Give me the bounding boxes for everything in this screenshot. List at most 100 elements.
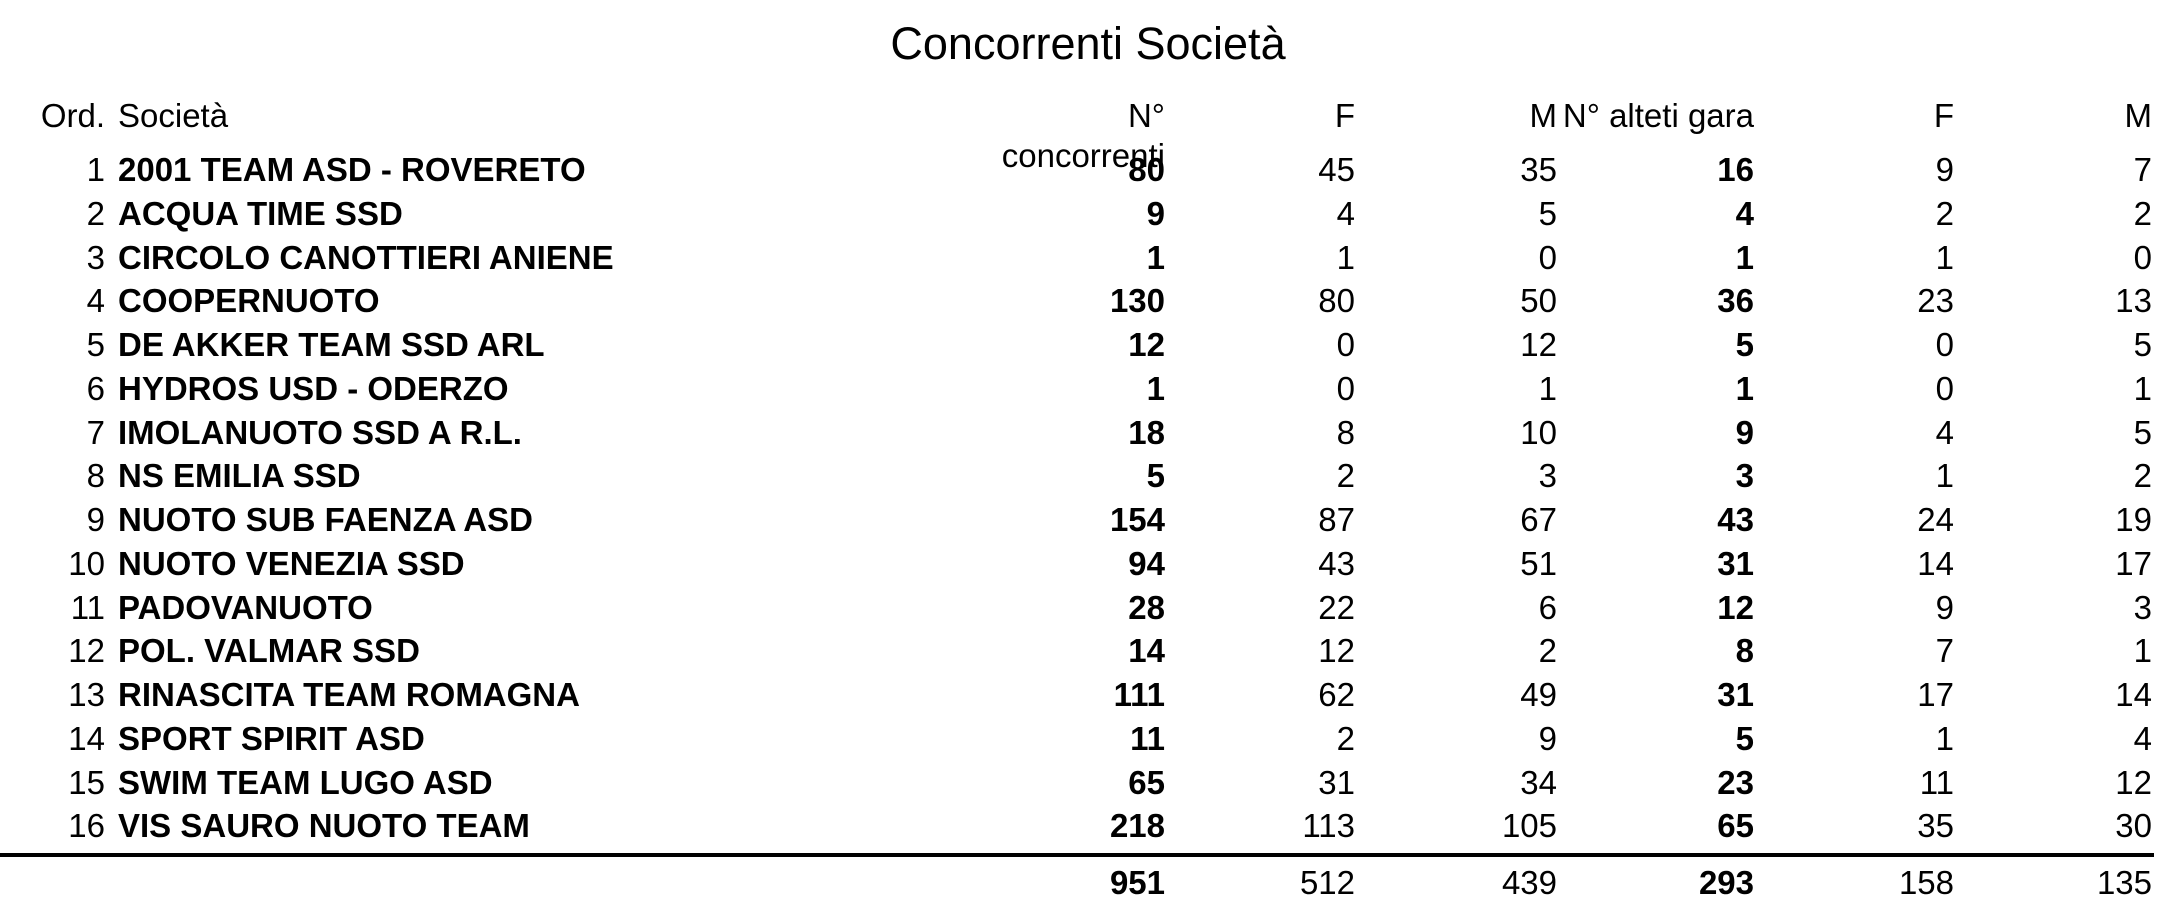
cell-n-concorrenti: 1 bbox=[1146, 369, 1165, 407]
totals-ord-empty bbox=[30, 862, 105, 904]
cell-f: 4 bbox=[1336, 194, 1355, 232]
table-row: 1 2001 TEAM ASD - ROVERETO 80 45 35 16 9… bbox=[30, 148, 2152, 192]
cell-f: 80 bbox=[1318, 282, 1355, 320]
cell-n-concorrenti: 65 bbox=[1128, 763, 1165, 801]
cell-n-concorrenti: 130 bbox=[1109, 282, 1165, 320]
cell-m-gara: 3 bbox=[2133, 588, 2152, 626]
cell-societa: 2001 TEAM ASD - ROVERETO bbox=[118, 151, 586, 188]
header-f: F bbox=[1334, 97, 1355, 134]
header-f-gara: F bbox=[1933, 97, 1954, 134]
cell-n-atleti-gara: 12 bbox=[1717, 588, 1754, 626]
cell-societa: NUOTO VENEZIA SSD bbox=[118, 544, 465, 582]
cell-m: 6 bbox=[1538, 588, 1557, 626]
header-m: M bbox=[1529, 97, 1558, 134]
cell-m-gara: 1 bbox=[2133, 632, 2152, 670]
table-row: 3 CIRCOLO CANOTTIERI ANIENE 1 1 0 1 1 0 bbox=[30, 236, 2152, 280]
total-n-atleti-gara: 293 bbox=[1698, 864, 1754, 901]
cell-n-concorrenti: 28 bbox=[1128, 588, 1165, 626]
total-f: 512 bbox=[1299, 864, 1355, 901]
header-n-concorrenti: N° concorrenti bbox=[1001, 97, 1165, 174]
cell-f-gara: 7 bbox=[1935, 632, 1954, 670]
cell-n-concorrenti: 80 bbox=[1128, 151, 1165, 188]
total-n-concorrenti: 951 bbox=[1109, 864, 1165, 901]
table-totals-row: 951 512 439 293 158 135 bbox=[30, 862, 2152, 904]
cell-n-concorrenti: 94 bbox=[1128, 544, 1165, 582]
cell-m-gara: 30 bbox=[2115, 807, 2152, 845]
cell-n-atleti-gara: 5 bbox=[1735, 719, 1754, 757]
cell-f-gara: 35 bbox=[1917, 807, 1954, 845]
cell-f-gara: 1 bbox=[1935, 238, 1954, 276]
table-row: 7 IMOLANUOTO SSD A R.L. 18 8 10 9 4 5 bbox=[30, 411, 2152, 455]
cell-f: 45 bbox=[1318, 151, 1355, 188]
cell-ord: 10 bbox=[68, 544, 105, 582]
cell-ord: 11 bbox=[70, 588, 105, 626]
cell-ord: 2 bbox=[86, 194, 105, 232]
totals-societa-empty bbox=[105, 862, 962, 904]
cell-m-gara: 0 bbox=[2133, 238, 2152, 276]
cell-f: 0 bbox=[1336, 369, 1355, 407]
table-row: 6 HYDROS USD - ODERZO 1 0 1 1 0 1 bbox=[30, 367, 2152, 411]
cell-f-gara: 4 bbox=[1935, 413, 1954, 451]
cell-m: 9 bbox=[1538, 719, 1557, 757]
cell-n-atleti-gara: 16 bbox=[1717, 151, 1754, 188]
table-row: 11 PADOVANUOTO 28 22 6 12 9 3 bbox=[30, 586, 2152, 630]
cell-f-gara: 0 bbox=[1935, 326, 1954, 363]
cell-ord: 4 bbox=[86, 282, 105, 320]
header-societa: Società bbox=[118, 97, 229, 134]
cell-n-atleti-gara: 1 bbox=[1735, 369, 1754, 407]
cell-f-gara: 0 bbox=[1935, 369, 1954, 407]
cell-f-gara: 24 bbox=[1917, 501, 1954, 538]
table-row: 9 NUOTO SUB FAENZA ASD 154 87 67 43 24 1… bbox=[30, 498, 2152, 542]
cell-f: 1 bbox=[1336, 238, 1355, 276]
cell-m-gara: 1 bbox=[2133, 369, 2152, 407]
cell-societa: HYDROS USD - ODERZO bbox=[118, 369, 509, 407]
cell-f: 22 bbox=[1318, 588, 1355, 626]
table-row: 13 RINASCITA TEAM ROMAGNA 111 62 49 31 1… bbox=[30, 673, 2152, 717]
cell-n-concorrenti: 1 bbox=[1146, 238, 1165, 276]
cell-m: 12 bbox=[1520, 326, 1557, 363]
table-header-row: Ord. Società N° concorrenti F M N° altet… bbox=[30, 96, 2152, 176]
table-body: 1 2001 TEAM ASD - ROVERETO 80 45 35 16 9… bbox=[0, 148, 2176, 848]
cell-f: 12 bbox=[1318, 632, 1355, 670]
cell-m: 51 bbox=[1520, 544, 1557, 582]
cell-n-concorrenti: 111 bbox=[1113, 676, 1165, 713]
cell-m: 3 bbox=[1538, 457, 1557, 495]
cell-m: 35 bbox=[1520, 151, 1557, 188]
cell-n-concorrenti: 5 bbox=[1146, 457, 1165, 495]
cell-m: 10 bbox=[1520, 413, 1557, 451]
cell-f-gara: 17 bbox=[1917, 676, 1954, 713]
cell-n-atleti-gara: 31 bbox=[1717, 544, 1754, 582]
cell-societa: COOPERNUOTO bbox=[118, 282, 380, 320]
cell-n-atleti-gara: 5 bbox=[1735, 326, 1754, 363]
cell-n-atleti-gara: 31 bbox=[1717, 676, 1754, 713]
cell-n-concorrenti: 9 bbox=[1146, 194, 1165, 232]
table-row: 2 ACQUA TIME SSD 9 4 5 4 2 2 bbox=[30, 192, 2152, 236]
cell-societa: SWIM TEAM LUGO ASD bbox=[118, 763, 493, 801]
cell-m: 105 bbox=[1501, 807, 1557, 845]
cell-ord: 12 bbox=[68, 632, 105, 670]
cell-f: 2 bbox=[1336, 719, 1355, 757]
cell-ord: 15 bbox=[68, 763, 105, 801]
cell-societa: POL. VALMAR SSD bbox=[118, 632, 420, 670]
cell-ord: 9 bbox=[86, 501, 105, 538]
cell-m-gara: 12 bbox=[2115, 763, 2152, 801]
cell-f-gara: 23 bbox=[1917, 282, 1954, 320]
cell-m: 49 bbox=[1520, 676, 1557, 713]
cell-m-gara: 7 bbox=[2133, 151, 2152, 188]
cell-n-atleti-gara: 65 bbox=[1717, 807, 1754, 845]
cell-f: 0 bbox=[1336, 326, 1355, 363]
cell-m-gara: 13 bbox=[2115, 282, 2152, 320]
cell-f-gara: 9 bbox=[1935, 588, 1954, 626]
table-row: 12 POL. VALMAR SSD 14 12 2 8 7 1 bbox=[30, 629, 2152, 673]
cell-n-atleti-gara: 23 bbox=[1717, 763, 1754, 801]
table-row: 5 DE AKKER TEAM SSD ARL 12 0 12 5 0 5 bbox=[30, 323, 2152, 367]
cell-n-concorrenti: 11 bbox=[1130, 719, 1165, 757]
cell-societa: VIS SAURO NUOTO TEAM bbox=[118, 807, 530, 845]
cell-f: 62 bbox=[1318, 676, 1355, 713]
cell-f: 113 bbox=[1302, 807, 1355, 845]
table-row: 4 COOPERNUOTO 130 80 50 36 23 13 bbox=[30, 279, 2152, 323]
cell-m: 50 bbox=[1520, 282, 1557, 320]
cell-ord: 6 bbox=[86, 369, 105, 407]
cell-f: 87 bbox=[1318, 501, 1355, 538]
cell-f: 43 bbox=[1318, 544, 1355, 582]
